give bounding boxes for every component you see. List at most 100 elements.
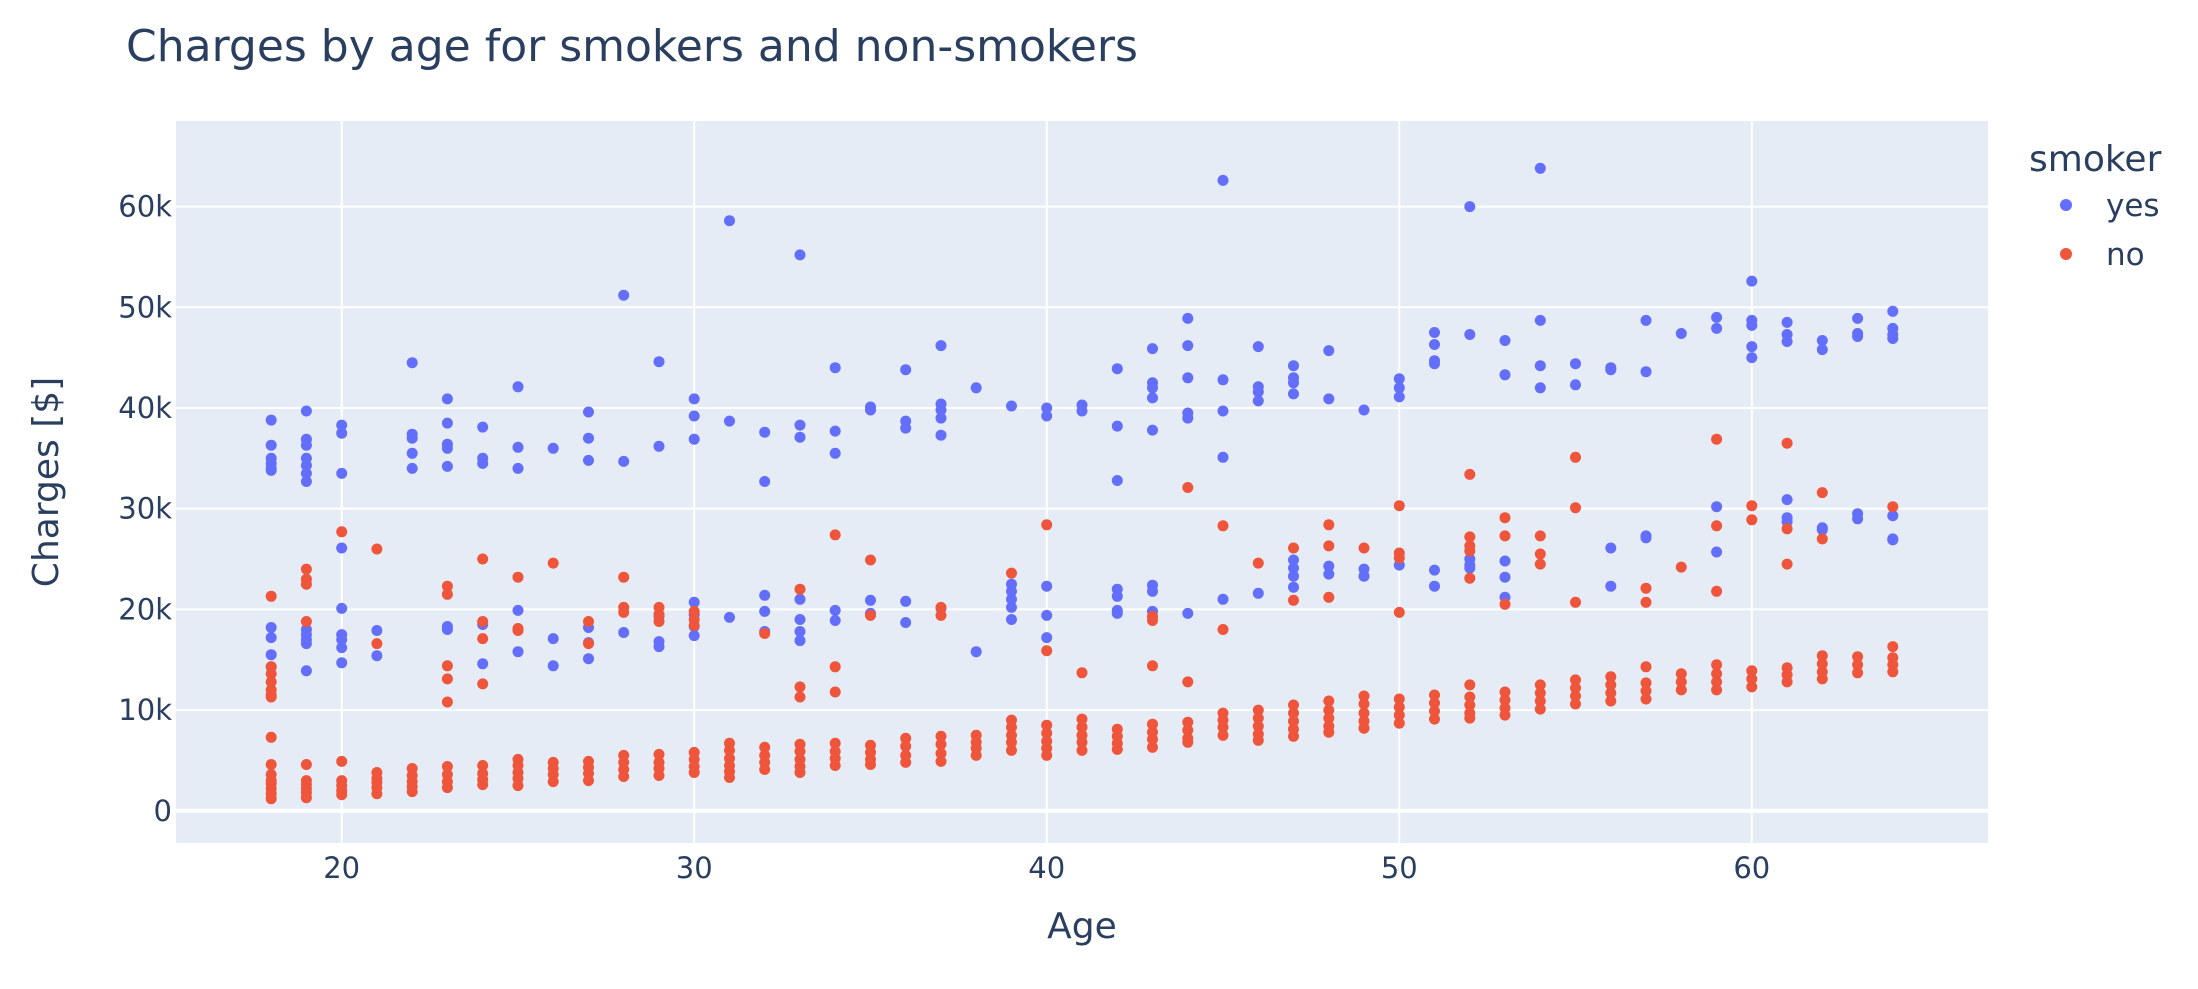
point-yes-60[interactable] bbox=[583, 454, 594, 466]
point-no-226[interactable] bbox=[1429, 713, 1440, 725]
point-yes-204[interactable] bbox=[1605, 580, 1617, 592]
point-yes-162[interactable] bbox=[1288, 377, 1299, 389]
point-yes-1[interactable] bbox=[265, 439, 277, 451]
point-no-120[interactable] bbox=[829, 661, 841, 673]
point-no-239[interactable] bbox=[1499, 598, 1511, 610]
point-no-303[interactable] bbox=[1887, 666, 1899, 678]
point-no-258[interactable] bbox=[1605, 671, 1617, 683]
point-no-55[interactable] bbox=[477, 678, 489, 690]
point-no-232[interactable] bbox=[1464, 679, 1476, 691]
point-yes-16[interactable] bbox=[300, 476, 312, 487]
point-yes-130[interactable] bbox=[1111, 420, 1123, 432]
point-yes-66[interactable] bbox=[618, 627, 630, 638]
point-no-188[interactable] bbox=[1252, 557, 1264, 569]
point-no-285[interactable] bbox=[1781, 523, 1793, 535]
point-yes-240[interactable] bbox=[1887, 534, 1899, 546]
point-yes-191[interactable] bbox=[1499, 369, 1511, 381]
point-no-126[interactable] bbox=[865, 554, 876, 566]
point-yes-57[interactable] bbox=[547, 660, 559, 672]
point-no-204[interactable] bbox=[1323, 695, 1335, 707]
point-no-15[interactable] bbox=[300, 563, 312, 575]
point-yes-72[interactable] bbox=[688, 393, 700, 405]
point-yes-83[interactable] bbox=[759, 476, 771, 487]
point-yes-94[interactable] bbox=[829, 362, 841, 374]
point-yes-198[interactable] bbox=[1534, 382, 1546, 394]
point-no-110[interactable] bbox=[759, 764, 771, 775]
point-no-212[interactable] bbox=[1358, 707, 1370, 719]
point-yes-193[interactable] bbox=[1499, 571, 1511, 583]
point-no-51[interactable] bbox=[441, 782, 453, 794]
point-no-291[interactable] bbox=[1816, 533, 1828, 545]
point-no-79[interactable] bbox=[618, 571, 630, 583]
point-no-127[interactable] bbox=[865, 609, 876, 621]
point-no-225[interactable] bbox=[1429, 705, 1440, 717]
point-no-176[interactable] bbox=[1182, 482, 1194, 493]
point-no-234[interactable] bbox=[1464, 699, 1476, 711]
point-no-223[interactable] bbox=[1429, 689, 1440, 701]
point-yes-123[interactable] bbox=[1041, 410, 1053, 422]
point-no-150[interactable] bbox=[1006, 736, 1017, 748]
point-yes-22[interactable] bbox=[336, 419, 348, 431]
point-yes-111[interactable] bbox=[935, 412, 947, 424]
point-yes-121[interactable] bbox=[1006, 614, 1017, 625]
point-yes-205[interactable] bbox=[1640, 314, 1652, 326]
point-no-89[interactable] bbox=[653, 748, 665, 760]
point-no-155[interactable] bbox=[1041, 727, 1053, 739]
point-no-299[interactable] bbox=[1887, 501, 1899, 513]
point-no-241[interactable] bbox=[1499, 694, 1511, 706]
point-yes-139[interactable] bbox=[1147, 392, 1158, 404]
point-no-175[interactable] bbox=[1147, 741, 1158, 753]
point-no-73[interactable] bbox=[583, 616, 594, 627]
point-no-26[interactable] bbox=[336, 755, 348, 767]
point-no-8[interactable] bbox=[265, 759, 277, 770]
point-yes-129[interactable] bbox=[1111, 363, 1123, 375]
point-yes-32[interactable] bbox=[371, 650, 383, 662]
point-no-296[interactable] bbox=[1852, 651, 1864, 663]
point-no-246[interactable] bbox=[1534, 558, 1546, 570]
point-no-152[interactable] bbox=[1041, 519, 1053, 531]
point-no-255[interactable] bbox=[1570, 682, 1581, 694]
point-no-113[interactable] bbox=[794, 691, 806, 703]
point-yes-93[interactable] bbox=[794, 635, 806, 647]
point-no-284[interactable] bbox=[1781, 437, 1793, 449]
point-yes-155[interactable] bbox=[1252, 341, 1264, 353]
point-yes-225[interactable] bbox=[1816, 335, 1828, 346]
point-no-119[interactable] bbox=[829, 529, 841, 541]
point-yes-81[interactable] bbox=[724, 611, 735, 623]
point-yes-222[interactable] bbox=[1781, 494, 1793, 506]
point-no-46[interactable] bbox=[441, 673, 453, 685]
point-yes-160[interactable] bbox=[1288, 360, 1299, 372]
point-no-220[interactable] bbox=[1393, 701, 1405, 713]
point-yes-36[interactable] bbox=[406, 447, 418, 459]
point-yes-119[interactable] bbox=[1006, 593, 1017, 605]
point-yes-126[interactable] bbox=[1041, 632, 1053, 644]
point-no-112[interactable] bbox=[794, 681, 806, 693]
point-no-189[interactable] bbox=[1252, 704, 1264, 716]
point-no-43[interactable] bbox=[441, 580, 453, 592]
point-yes-24[interactable] bbox=[336, 467, 348, 479]
point-no-105[interactable] bbox=[724, 772, 735, 783]
point-yes-97[interactable] bbox=[829, 604, 841, 616]
point-no-198[interactable] bbox=[1288, 715, 1299, 727]
point-no-231[interactable] bbox=[1464, 572, 1476, 584]
point-no-146[interactable] bbox=[1006, 567, 1017, 579]
point-no-237[interactable] bbox=[1499, 512, 1511, 524]
point-no-236[interactable] bbox=[1464, 712, 1476, 724]
point-yes-25[interactable] bbox=[336, 542, 348, 554]
point-yes-82[interactable] bbox=[759, 426, 771, 438]
point-no-45[interactable] bbox=[441, 660, 453, 672]
point-yes-140[interactable] bbox=[1147, 424, 1158, 436]
point-yes-175[interactable] bbox=[1393, 373, 1405, 385]
point-no-230[interactable] bbox=[1464, 545, 1476, 557]
point-yes-65[interactable] bbox=[618, 455, 630, 467]
point-yes-142[interactable] bbox=[1147, 585, 1158, 597]
point-yes-53[interactable] bbox=[512, 604, 524, 616]
point-yes-159[interactable] bbox=[1252, 587, 1264, 599]
point-yes-212[interactable] bbox=[1711, 501, 1723, 513]
point-yes-20[interactable] bbox=[300, 638, 312, 650]
point-no-265[interactable] bbox=[1640, 677, 1652, 689]
point-yes-206[interactable] bbox=[1640, 366, 1652, 378]
point-yes-177[interactable] bbox=[1393, 391, 1405, 403]
point-no-121[interactable] bbox=[829, 686, 841, 698]
point-yes-41[interactable] bbox=[441, 442, 453, 454]
